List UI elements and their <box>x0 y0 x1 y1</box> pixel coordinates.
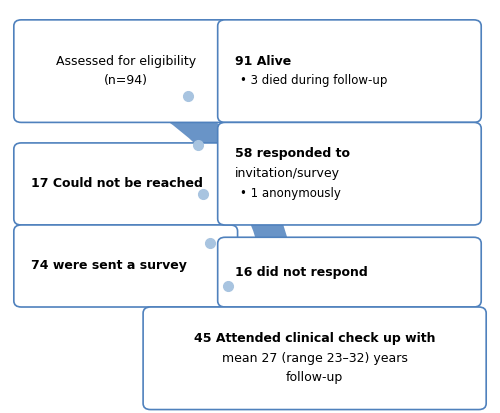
Text: • 1 anonymously: • 1 anonymously <box>240 187 341 200</box>
Text: 91 Alive: 91 Alive <box>235 55 292 68</box>
FancyBboxPatch shape <box>143 307 486 410</box>
Text: follow-up: follow-up <box>286 371 344 385</box>
Text: 17 Could not be reached: 17 Could not be reached <box>31 178 203 190</box>
FancyBboxPatch shape <box>218 122 481 225</box>
Text: 74 were sent a survey: 74 were sent a survey <box>31 259 187 273</box>
Text: 45 Attended clinical check up with: 45 Attended clinical check up with <box>194 332 436 345</box>
Text: Assessed for eligibility: Assessed for eligibility <box>56 55 196 68</box>
Text: (n=94): (n=94) <box>104 74 148 88</box>
FancyBboxPatch shape <box>14 143 237 225</box>
FancyBboxPatch shape <box>14 20 237 122</box>
FancyBboxPatch shape <box>14 225 237 307</box>
Text: 16 did not respond: 16 did not respond <box>235 266 368 279</box>
Text: mean 27 (range 23–32) years: mean 27 (range 23–32) years <box>222 352 408 365</box>
Text: • 3 died during follow-up: • 3 died during follow-up <box>240 74 388 88</box>
FancyBboxPatch shape <box>218 237 481 307</box>
Text: invitation/survey: invitation/survey <box>235 167 340 180</box>
FancyBboxPatch shape <box>218 20 481 122</box>
Text: 58 responded to: 58 responded to <box>235 147 350 161</box>
